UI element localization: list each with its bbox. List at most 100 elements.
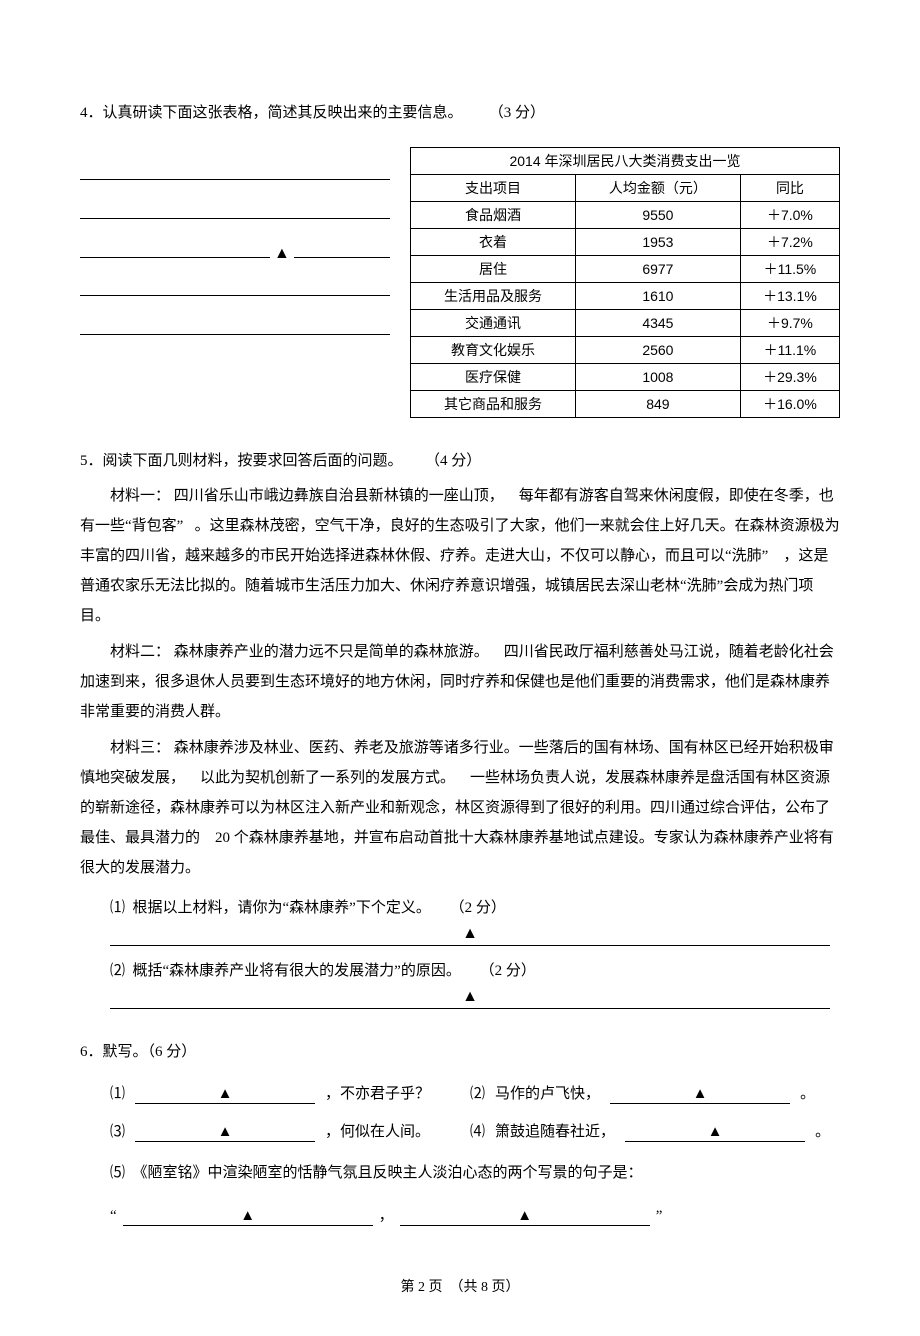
q4-answer-area: ▲: [80, 147, 390, 347]
caret-icon: ▲: [517, 1207, 532, 1224]
q6-2-blank[interactable]: ▲: [610, 1085, 790, 1104]
q4-stem-text: 4．认真研读下面这张表格，简述其反映出来的主要信息。: [80, 105, 463, 121]
m1-a: 四川省乐山市峨边彝族自治县新林镇的一座山顶，: [174, 488, 504, 504]
q5-sub1-text: 根据以上材料，请你为“森林康养”下个定义。: [133, 900, 431, 916]
q5-sub1-pts: （2 分）: [450, 900, 506, 916]
table-row: ＋7.2%: [740, 229, 839, 256]
m3-label: 材料三：: [110, 740, 170, 756]
q6-5-text: 《陋室铭》中渲染陋室的恬静气氛且反映主人淡泊心态的两个写景的句子是：: [133, 1165, 643, 1181]
q6-1-blank[interactable]: ▲: [135, 1085, 315, 1104]
close-quote: ”: [656, 1208, 663, 1225]
q6-row-2: ⑶ ▲ ，何似在人间。 ⑷ 箫鼓追随春社近， ▲ 。: [110, 1120, 840, 1142]
q6-stem: 6．默写。（6 分）: [80, 1039, 840, 1066]
table-row: 9550: [575, 202, 740, 229]
q6-5-num: ⑸: [110, 1165, 125, 1181]
q6-5-blank-a[interactable]: ▲: [123, 1207, 373, 1226]
q4-blank-3b[interactable]: [294, 231, 390, 258]
q4-stem: 4．认真研读下面这张表格，简述其反映出来的主要信息。 （3 分）: [80, 100, 840, 127]
q4-points: （3 分）: [489, 105, 545, 121]
q5-sub1: ⑴ 根据以上材料，请你为“森林康养”下个定义。 （2 分）: [110, 893, 840, 923]
table-row: 其它商品和服务: [411, 391, 576, 418]
comma: ，: [379, 1204, 394, 1225]
table-row: ＋9.7%: [740, 310, 839, 337]
q5-sub2-blank[interactable]: ▲: [110, 986, 830, 1009]
table-row: ＋16.0%: [740, 391, 839, 418]
q6-1-num: ⑴: [110, 1082, 125, 1103]
q5-material-1: 材料一： 四川省乐山市峨边彝族自治县新林镇的一座山顶， 每年都有游客自驾来休闲度…: [80, 481, 840, 631]
m2-a: 森林康养产业的潜力远不只是简单的森林旅游。: [174, 644, 489, 660]
q6-3-num: ⑶: [110, 1120, 125, 1141]
footer-prefix: 第: [401, 1280, 415, 1295]
q5-stem-text: 5．阅读下面几则材料，按要求回答后面的问题。: [80, 453, 403, 469]
q6-3-text: ，何似在人间。: [325, 1120, 430, 1141]
q5-sub1-num: ⑴: [110, 900, 125, 916]
q5-sub2-pts: （2 分）: [480, 963, 536, 979]
q6-5-blank-b[interactable]: ▲: [400, 1207, 650, 1226]
table-row: ＋11.5%: [740, 256, 839, 283]
q4-table: 2014 年深圳居民八大类消费支出一览 支出项目 人均金额（元） 同比 食品烟酒…: [410, 147, 840, 418]
table-row: 6977: [575, 256, 740, 283]
q5-sub2-text: 概括“森林康养产业将有很大的发展潜力”的原因。: [133, 963, 461, 979]
table-row: 衣着: [411, 229, 576, 256]
open-quote: “: [110, 1208, 117, 1225]
q5-points: （4 分）: [425, 453, 481, 469]
m1-label: 材料一：: [110, 488, 170, 504]
table-row: 生活用品及服务: [411, 283, 576, 310]
table-row: 1610: [575, 283, 740, 310]
q4-blank-4[interactable]: [80, 269, 390, 296]
q4-blank-2[interactable]: [80, 192, 390, 219]
q4-th-1: 人均金额（元）: [575, 175, 740, 202]
q6-5: ⑸ 《陋室铭》中渲染陋室的恬静气氛且反映主人淡泊心态的两个写景的句子是：: [110, 1158, 840, 1188]
caret-icon: ▲: [274, 245, 290, 263]
table-row: 医疗保健: [411, 364, 576, 391]
q6-4-prefix: 箫鼓追随春社近，: [495, 1120, 615, 1141]
q5-sub1-blank[interactable]: ▲: [110, 923, 830, 946]
q6-row-1: ⑴ ▲ ，不亦君子乎？ ⑵ 马作的卢飞快， ▲ 。: [110, 1082, 840, 1104]
m2-label: 材料二：: [110, 644, 170, 660]
q5-material-3: 材料三： 森林康养涉及林业、医药、养老及旅游等诸多行业。一些落后的国有林场、国有…: [80, 733, 840, 883]
footer-mid: 页 （共: [429, 1280, 478, 1295]
caret-icon: ▲: [708, 1123, 723, 1140]
table-row: 2560: [575, 337, 740, 364]
table-row: ＋13.1%: [740, 283, 839, 310]
q4-blank-1[interactable]: [80, 153, 390, 180]
q4-blank-3a[interactable]: [80, 231, 270, 258]
m3-b: 以此为契机创新了一系列的发展方式。: [200, 770, 455, 786]
q5-sub2: ⑵ 概括“森林康养产业将有很大的发展潜力”的原因。 （2 分）: [110, 956, 840, 986]
q6-2-suffix: 。: [800, 1082, 815, 1103]
q4-th-2: 同比: [740, 175, 839, 202]
q4-blank-5[interactable]: [80, 308, 390, 335]
table-row: 教育文化娱乐: [411, 337, 576, 364]
q5-sub2-num: ⑵: [110, 963, 125, 979]
q6-2-num: ⑵: [470, 1082, 485, 1103]
q6-2-prefix: 马作的卢飞快，: [495, 1082, 600, 1103]
footer-suffix: 页）: [492, 1280, 520, 1295]
table-row: 1008: [575, 364, 740, 391]
q4-th-0: 支出项目: [411, 175, 576, 202]
table-row: 交通通讯: [411, 310, 576, 337]
q4-table-title: 2014 年深圳居民八大类消费支出一览: [411, 148, 840, 175]
caret-icon: ▲: [693, 1085, 708, 1102]
q6-4-suffix: 。: [815, 1120, 830, 1141]
table-row: 4345: [575, 310, 740, 337]
q6-4-num: ⑷: [470, 1120, 485, 1141]
table-row: 食品烟酒: [411, 202, 576, 229]
q6-5-blanks: “ ▲ ， ▲ ”: [110, 1204, 840, 1226]
caret-icon: ▲: [218, 1123, 233, 1140]
table-row: 849: [575, 391, 740, 418]
page-footer: 第 2 页 （共 8 页）: [80, 1276, 840, 1296]
table-row: 1953: [575, 229, 740, 256]
table-row: ＋29.3%: [740, 364, 839, 391]
caret-icon: ▲: [462, 925, 478, 942]
m1-c: 。这里森林茂密，空气干净，良好的生态吸引了大家，他们一来就会住上好几天。在森林资…: [80, 518, 840, 564]
caret-icon: ▲: [218, 1085, 233, 1102]
table-row: ＋7.0%: [740, 202, 839, 229]
q6-4-blank[interactable]: ▲: [625, 1123, 805, 1142]
table-row: 居住: [411, 256, 576, 283]
q5-stem: 5．阅读下面几则材料，按要求回答后面的问题。 （4 分）: [80, 448, 840, 475]
q6-1-text: ，不亦君子乎？: [325, 1082, 430, 1103]
q5-material-2: 材料二： 森林康养产业的潜力远不只是简单的森林旅游。 四川省民政厅福利慈善处马江…: [80, 637, 840, 727]
caret-icon: ▲: [240, 1207, 255, 1224]
q6-3-blank[interactable]: ▲: [135, 1123, 315, 1142]
footer-total: 8: [481, 1280, 488, 1295]
